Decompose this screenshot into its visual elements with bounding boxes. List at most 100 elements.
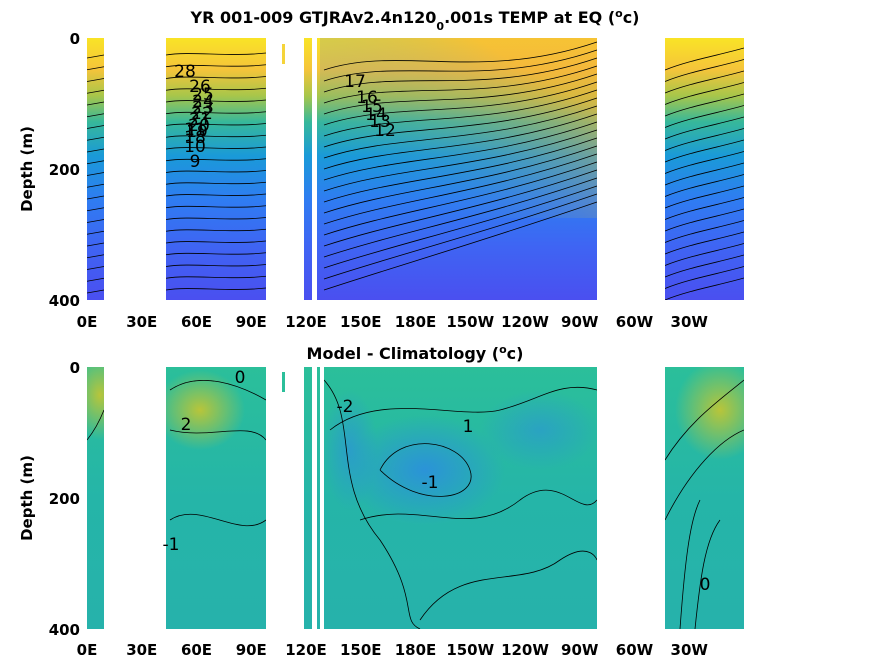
title-subscript: 0 (436, 20, 444, 33)
contour-line (87, 172, 105, 176)
contour-line (165, 193, 267, 197)
y-tick-labels: 0 200 400 (49, 359, 80, 639)
contour-label: 0 (235, 368, 246, 388)
contour-line (323, 81, 598, 126)
title-text: YR 001-009 GTJRAv2.4n120 (190, 8, 437, 27)
contour-line (87, 183, 105, 188)
y-tick-labels: 0 200 400 (49, 30, 80, 310)
contour-line (165, 287, 267, 291)
x-tick-label: 120W (501, 641, 549, 656)
contour-label: 25 (192, 85, 214, 105)
island-strip (282, 372, 285, 392)
contour-line (323, 121, 598, 181)
y-axis-label: Depth (m) (18, 126, 36, 212)
panel-title: Model - Climatology (oc) (307, 343, 524, 364)
y-tick-label: 200 (49, 161, 80, 179)
contour-line (165, 217, 267, 220)
x-tick-label: 30W (671, 313, 709, 331)
contour-line (87, 54, 105, 59)
contour-line (165, 146, 267, 150)
contour-line (165, 111, 267, 115)
title-text: c) (623, 8, 640, 27)
contour-label: 9 (190, 152, 201, 172)
contour-line (165, 205, 267, 209)
contour-label: 19 (186, 122, 208, 142)
contour-line (165, 252, 267, 256)
contour-line (323, 89, 598, 137)
contour-labels: 0 2 -1 -2 1 -1 0 (163, 368, 711, 595)
contour-line (87, 277, 105, 282)
contour-line (87, 89, 105, 94)
y-tick-label: 400 (49, 292, 80, 310)
contour-lines (87, 379, 744, 629)
contour-line (419, 550, 598, 621)
contour-line (359, 489, 598, 521)
contour-line (165, 170, 267, 173)
x-tick-label: 90W (561, 313, 599, 331)
title-text: .001s TEMP at EQ ( (444, 8, 615, 27)
cold-anomaly (345, 415, 505, 525)
x-tick-label: 180E (395, 313, 437, 331)
contour-line (664, 379, 744, 461)
contour-line (323, 161, 598, 236)
contour-label: 20 (188, 116, 210, 136)
contour-line (664, 277, 744, 300)
contour-line (165, 134, 267, 138)
title-superscript: o (499, 343, 507, 356)
contour-line (87, 148, 105, 153)
contour-line (323, 105, 598, 159)
contour-label: -2 (337, 397, 354, 417)
x-tick-label: 120E (285, 313, 327, 331)
contour-line (165, 275, 267, 279)
title-text: c) (507, 344, 524, 363)
contour-line (664, 243, 744, 266)
contour-line (664, 220, 744, 243)
contour-line (87, 207, 105, 212)
contour-line (165, 52, 267, 56)
contour-line (664, 162, 744, 186)
contour-line (165, 181, 267, 185)
x-tick-label: 60E (181, 641, 212, 656)
contour-line (664, 185, 744, 209)
contour-label: 10 (184, 137, 206, 157)
x-tick-label: 150E (340, 313, 382, 331)
contour-line (87, 78, 105, 82)
contour-line (87, 101, 105, 106)
contour-line (323, 97, 598, 148)
contour-line (165, 64, 267, 68)
contour-line (169, 513, 267, 527)
contour-line (664, 231, 744, 255)
contour-line (664, 139, 744, 163)
contour-label: 23 (192, 98, 214, 118)
contour-line (664, 70, 744, 94)
x-tick-label: 0E (77, 313, 98, 331)
contour-line (323, 129, 598, 192)
contour-line (323, 201, 598, 291)
contour-line (87, 254, 105, 259)
panel-title: YR 001-009 GTJRAv2.4n1200.001s TEMP at E… (190, 7, 640, 33)
contour-label: 15 (361, 97, 383, 117)
contour-line (87, 136, 105, 141)
contour-line (664, 82, 744, 105)
contour-label: 11 (184, 120, 206, 140)
contour-line (664, 128, 744, 151)
contour-line (323, 169, 598, 247)
x-tick-label: 60E (181, 313, 212, 331)
contour-line (165, 228, 267, 232)
island-strip (282, 44, 285, 64)
contour-line (165, 76, 267, 79)
cold-anomaly (322, 390, 378, 510)
x-tick-label: 30E (126, 313, 157, 331)
contour-line (323, 193, 598, 280)
contour-line (165, 264, 267, 267)
contour-label: -1 (422, 473, 439, 493)
land-mask (104, 367, 665, 629)
contour-line (323, 57, 598, 93)
contour-line (169, 429, 267, 441)
x-tick-label: 180E (395, 641, 437, 656)
contour-line (379, 443, 472, 497)
anomaly-panel: Model - Climatology (oc) 0E 30E 60E 90E 120E… (18, 343, 744, 656)
contour-line (323, 73, 598, 115)
